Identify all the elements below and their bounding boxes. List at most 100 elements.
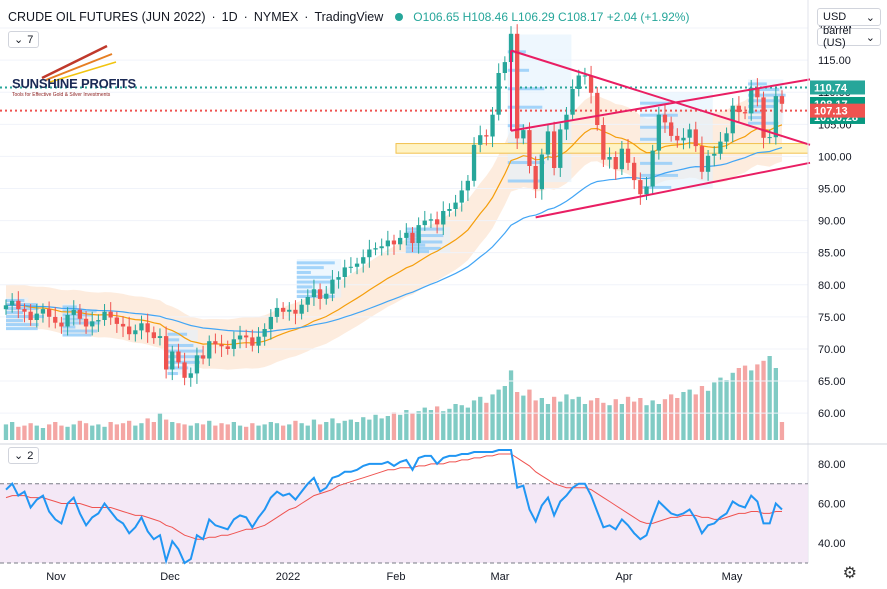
profile-bar <box>296 275 332 279</box>
sunshine-logo-icon <box>41 44 117 83</box>
profile-bar <box>167 355 206 359</box>
candle-body <box>742 112 748 114</box>
price-tick-label: 60.00 <box>818 408 846 420</box>
rsi-toggle-button[interactable]: ⌄ 2 <box>8 447 40 464</box>
profile-bar <box>167 349 203 353</box>
volume-bar <box>619 404 624 440</box>
candle-body <box>342 267 347 277</box>
volume-bar <box>662 399 668 440</box>
price-badge-text: 110.74 <box>814 82 848 94</box>
time-tick-label: Nov <box>46 571 66 583</box>
candle-body <box>194 355 200 374</box>
indicators-count: 7 <box>27 33 34 46</box>
volume-bar <box>465 407 470 440</box>
candle-body <box>601 125 606 160</box>
volume-bar <box>730 372 735 440</box>
candle-body <box>336 277 341 280</box>
volume-bar <box>281 425 286 440</box>
time-tick-label: Dec <box>160 571 180 583</box>
candle-body <box>22 309 27 312</box>
volume-bar <box>200 424 206 440</box>
volume-bar <box>705 390 711 440</box>
indicators-toggle-button[interactable]: ⌄ 7 <box>8 31 40 48</box>
price-badge-text: 107.13 <box>814 106 848 118</box>
volume-bar <box>287 424 292 440</box>
candle-body <box>675 135 680 141</box>
volume-bar <box>601 402 606 440</box>
symbol-title[interactable]: CRUDE OIL FUTURES (JUN 2022) <box>8 10 206 24</box>
candle-body <box>114 317 119 324</box>
profile-bar <box>62 321 101 325</box>
profile-bar <box>748 110 762 114</box>
volume-bar <box>379 418 384 440</box>
volume-bar <box>256 425 261 440</box>
profile-bar <box>296 261 335 265</box>
profile-bar <box>640 161 673 165</box>
volume-bar <box>761 360 766 440</box>
price-tick-label: 75.00 <box>818 312 846 324</box>
candle-body <box>311 289 317 297</box>
candle-body <box>250 337 255 346</box>
candle-body <box>28 311 33 320</box>
volume-bar <box>133 425 138 440</box>
volume-bar <box>373 414 378 440</box>
volume-bar <box>262 424 267 440</box>
candle-body <box>681 137 686 141</box>
candle-body <box>40 309 46 314</box>
currency-select[interactable]: USD ⌄ <box>817 8 881 26</box>
interval-label[interactable]: 1D <box>221 10 238 24</box>
profile-bar <box>167 343 194 347</box>
volume-bar <box>3 424 9 440</box>
candle-body <box>274 307 280 317</box>
volume-bar <box>742 365 748 440</box>
candle-body <box>379 246 384 249</box>
time-tick-label: 2022 <box>276 571 300 583</box>
candle-body <box>96 320 101 322</box>
volume-bar <box>527 389 532 440</box>
candle-body <box>552 131 557 168</box>
volume-bar <box>447 408 452 440</box>
price-tick-label: 95.00 <box>818 183 846 195</box>
profile-bar <box>62 313 93 317</box>
volume-bar <box>28 423 33 440</box>
candle-body <box>595 92 600 125</box>
volume-bar <box>244 426 249 440</box>
profile-bar <box>6 315 44 319</box>
volume-bar <box>656 404 661 440</box>
candle-body <box>471 144 477 181</box>
candle-body <box>47 309 52 317</box>
volume-bar <box>478 396 483 440</box>
volume-bar <box>749 370 754 440</box>
volume-bar <box>182 424 187 440</box>
volume-bar <box>219 423 224 440</box>
volume-bar <box>231 422 236 440</box>
volume-bar <box>127 420 132 440</box>
volume-bar <box>330 418 335 440</box>
volume-bar <box>767 356 772 440</box>
volume-bar <box>367 419 372 440</box>
volume-bar <box>16 426 21 440</box>
volume-bar <box>453 404 458 440</box>
exchange-label: NYMEX <box>253 10 299 24</box>
candle-body <box>164 336 169 370</box>
keltner-band-fill <box>6 88 782 370</box>
profile-bar <box>405 243 426 247</box>
unit-select[interactable]: barrel (US) ⌄ <box>817 25 881 49</box>
volume-bar <box>170 422 175 440</box>
candle-body <box>410 232 415 244</box>
rsi-tick-label: 60.00 <box>818 499 846 511</box>
candle-body <box>53 316 58 323</box>
profile-bar <box>6 299 25 303</box>
gear-icon[interactable]: ⚙ <box>842 565 857 582</box>
candle-body <box>687 129 692 138</box>
price-tick-label: 80.00 <box>818 280 846 292</box>
candle-body <box>145 323 150 333</box>
candle-body <box>607 157 612 160</box>
candle-body <box>761 97 766 138</box>
candle-body <box>515 33 520 139</box>
volume-bar <box>250 423 255 440</box>
logo-name: SUNSHINE PROFITS <box>12 76 136 91</box>
volume-bar <box>404 410 409 440</box>
profile-bar <box>62 333 92 337</box>
